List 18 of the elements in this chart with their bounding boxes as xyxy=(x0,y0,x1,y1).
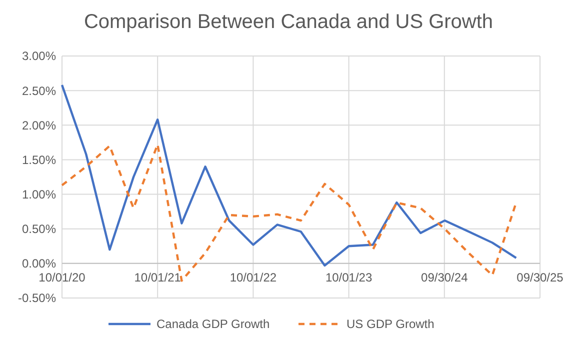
x-tick-label: 10/01/20 xyxy=(38,270,86,284)
x-tick-label: 09/30/24 xyxy=(421,270,468,284)
x-tick-label: 09/30/25 xyxy=(516,270,564,284)
y-tick-label: 1.50% xyxy=(22,152,56,167)
y-tick-label: 0.00% xyxy=(22,256,56,271)
x-tick-label: 10/01/22 xyxy=(230,270,277,284)
y-tick-label: 3.00% xyxy=(22,49,56,64)
x-tick-label: 10/01/23 xyxy=(325,270,372,284)
x-tick-label: 10/01/21 xyxy=(134,270,182,284)
y-tick-label: 0.50% xyxy=(22,222,56,236)
y-tick-label: 2.50% xyxy=(22,84,56,98)
legend-label: Canada GDP Growth xyxy=(156,317,270,331)
y-tick-label: -0.50% xyxy=(18,291,56,306)
y-tick-label: 1.00% xyxy=(22,187,56,202)
line-series xyxy=(60,84,518,267)
legend-label: US GDP Growth xyxy=(346,317,434,331)
y-tick-label: 2.00% xyxy=(22,118,56,132)
chart-title: Comparison Between Canada and US Growth xyxy=(84,11,494,33)
